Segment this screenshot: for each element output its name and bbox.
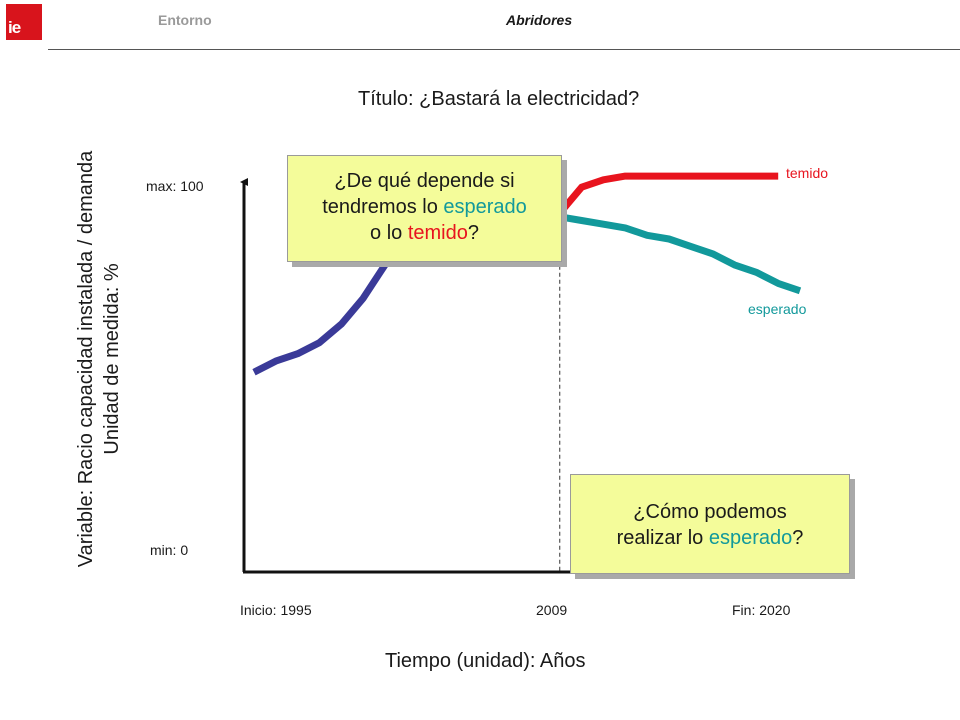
ie-logo: ie <box>6 4 42 40</box>
accent-esperado: esperado <box>443 196 527 218</box>
callout-top-line3: o lo temido? <box>370 222 479 244</box>
callout-top-line2: tendremos lo esperado <box>322 196 527 218</box>
callout-bottom-line2: realizar lo esperado? <box>616 527 804 549</box>
callout-question-bottom: ¿Cómo podemos realizar lo esperado? <box>570 474 850 574</box>
legend-temido: temido <box>786 165 829 181</box>
nav-entorno[interactable]: Entorno <box>158 12 212 28</box>
x-end-label: Fin: 2020 <box>732 602 791 618</box>
series-esperado-line <box>559 213 802 295</box>
x-start-label: Inicio: 1995 <box>240 602 312 618</box>
slide-header: ie Entorno Abridores <box>0 0 960 50</box>
x-mid-label: 2009 <box>536 602 568 618</box>
series-temido-line <box>557 172 779 216</box>
header-divider <box>48 49 960 50</box>
chart-title: Título: ¿Bastará la electricidad? <box>358 88 640 110</box>
callout-top-line1: ¿De qué depende si <box>334 170 515 192</box>
x-axis-label: Tiempo (unidad): Años <box>385 650 586 672</box>
nav-abridores[interactable]: Abridores <box>506 12 573 28</box>
legend-esperado: esperado <box>748 301 807 317</box>
callout-question-top: ¿De qué depende si tendremos lo esperado… <box>287 155 562 262</box>
accent-temido: temido <box>407 222 468 244</box>
y-max-label: max: 100 <box>146 178 204 194</box>
y-min-label: min: 0 <box>150 542 189 558</box>
callout-bottom-line1: ¿Cómo podemos <box>633 501 787 523</box>
accent-esperado-bottom: esperado <box>708 527 793 549</box>
